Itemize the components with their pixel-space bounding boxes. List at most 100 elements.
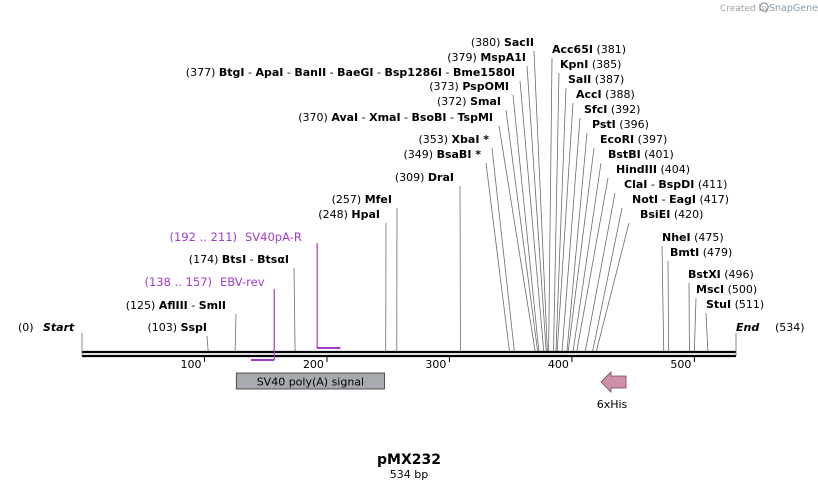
site-label[interactable]: (257) MfeI [332, 193, 392, 206]
primer-sv40pa-r[interactable]: (192 .. 211) SV40pA-R [170, 230, 341, 349]
site-label[interactable]: (125) AflIII - SmlI [126, 299, 226, 312]
tick-label: 500 [670, 358, 691, 371]
site-btsi[interactable]: (174) BtsI - BtsαI [189, 253, 296, 352]
site-position: (401) [644, 148, 674, 161]
primers: (138 .. 157) EBV-rev (192 .. 211) SV40pA-R [145, 230, 341, 361]
enzyme-name: Bme1580I [453, 66, 515, 79]
site-nhei[interactable]: NheI (475) [661, 231, 724, 352]
site-position: (370) [298, 111, 328, 124]
site-label[interactable]: MscI (500) [696, 283, 757, 296]
tick-300: 300 [425, 356, 450, 371]
site-label[interactable]: Acc65I (381) [552, 43, 626, 56]
site-label[interactable]: EcoRI (397) [600, 133, 667, 146]
site-label[interactable]: (370) AvaI - XmaI - BsoBI - TspMI [298, 111, 493, 124]
site-mspa1i[interactable]: (379) MspA1I [447, 51, 547, 352]
feature-6xhis[interactable]: 6xHis [597, 371, 628, 411]
axis-ticks: 100 200 300 400 500 [180, 356, 695, 371]
site-label[interactable]: (373) PspOMI [429, 80, 509, 93]
features: SV40 poly(A) signal 6xHis [235, 371, 628, 411]
site-position: (388) [605, 88, 635, 101]
site-sali[interactable]: SalI (387) [555, 73, 624, 352]
site-separator: - [447, 111, 458, 124]
site-line [548, 57, 553, 352]
site-smai[interactable]: (372) SmaI [437, 95, 538, 352]
site-label[interactable]: BmtI (479) [670, 246, 732, 259]
site-label[interactable]: (372) SmaI [437, 95, 501, 108]
site-label[interactable]: SfcI (392) [584, 103, 640, 116]
site-label[interactable]: SalI (387) [568, 73, 624, 86]
enzyme-name: Bsp1286I [385, 66, 443, 79]
site-bmti[interactable]: BmtI (479) [667, 246, 732, 352]
enzyme-name: PstI [592, 118, 616, 131]
enzyme-name: SacII [504, 36, 534, 49]
site-label[interactable]: (174) BtsI - BtsαI [189, 253, 289, 266]
enzyme-name: SalI [568, 73, 591, 86]
primer-range: (138 .. 157) [145, 275, 213, 289]
site-label[interactable]: NheI (475) [662, 231, 724, 244]
tick-400: 400 [548, 356, 573, 371]
site-label[interactable]: (353) XbaI * [418, 133, 489, 146]
start-position: (0) [18, 321, 34, 334]
plasmid-title: pMX232 534 bp [377, 452, 441, 481]
site-label[interactable]: (248) HpaI [318, 208, 380, 221]
site-label[interactable]: BstBI (401) [608, 148, 674, 161]
feature-label: SV40 poly(A) signal [257, 376, 364, 389]
site-label[interactable]: ClaI - BspDI (411) [624, 178, 727, 191]
site-label[interactable]: BsiEI (420) [640, 208, 703, 221]
feature-sv40-polya-signal[interactable]: SV40 poly(A) signal [235, 372, 385, 390]
site-label[interactable]: NotI - EagI (417) [632, 193, 729, 206]
enzyme-name: BspDI [658, 178, 694, 191]
site-position: (479) [703, 246, 733, 259]
site-avai[interactable]: (370) AvaI - XmaI - BsoBI - TspMI [298, 111, 536, 352]
enzyme-name: SmlI [199, 299, 226, 312]
site-mfei[interactable]: (257) MfeI [332, 193, 398, 352]
site-msci[interactable]: MscI (500) [693, 283, 757, 352]
site-noti[interactable]: NotI - EagI (417) [592, 193, 729, 352]
site-label[interactable]: BstXI (496) [688, 268, 754, 281]
site-position: (248) [318, 208, 348, 221]
site-label[interactable]: (377) BtgI - ApaI - BanII - BaeGI - Bsp1… [186, 66, 515, 79]
site-line [485, 162, 510, 352]
site-label[interactable]: HindIII (404) [616, 163, 690, 176]
site-ecori[interactable]: EcoRI (397) [567, 133, 667, 352]
site-bsiei[interactable]: BsiEI (420) [595, 208, 703, 352]
site-separator: - [245, 66, 256, 79]
site-label[interactable]: KpnI (385) [560, 58, 621, 71]
site-sfci[interactable]: SfcI (392) [561, 103, 640, 352]
site-drai[interactable]: (309) DraI [395, 171, 461, 352]
site-label[interactable]: PstI (396) [592, 118, 649, 131]
site-stui[interactable]: StuI (511) [705, 298, 764, 352]
site-clai[interactable]: ClaI - BspDI (411) [584, 178, 727, 352]
site-afliii[interactable]: (125) AflIII - SmlI [126, 299, 237, 352]
site-bsabi[interactable]: (349) BsaBI * [403, 148, 510, 352]
site-acci[interactable]: AccI (388) [556, 88, 635, 352]
site-hindiii[interactable]: HindIII (404) [576, 163, 690, 352]
site-pspomi[interactable]: (373) PspOMI [429, 80, 540, 352]
tick-label: 400 [548, 358, 569, 371]
feature-arrow-icon [600, 371, 627, 393]
site-line [584, 192, 616, 352]
site-bstbi[interactable]: BstBI (401) [572, 148, 674, 352]
site-btgi[interactable]: (377) BtgI - ApaI - BanII - BaeGI - Bsp1… [186, 66, 545, 352]
tick-label: 300 [425, 358, 446, 371]
site-acc65i[interactable]: Acc65I (381) [548, 43, 626, 352]
site-kpni[interactable]: KpnI (385) [553, 58, 622, 352]
site-xbai[interactable]: (353) XbaI * [418, 133, 515, 352]
site-label[interactable]: (103) SspI [147, 321, 207, 334]
site-label[interactable]: (379) MspA1I [447, 51, 526, 64]
site-separator: - [374, 66, 385, 79]
site-hpai[interactable]: (248) HpaI [318, 208, 387, 352]
created-by-text: Created by [720, 4, 770, 14]
site-label[interactable]: (380) SacII [471, 36, 534, 49]
site-label[interactable]: AccI (388) [576, 88, 635, 101]
site-position: (387) [595, 73, 625, 86]
site-sspi[interactable]: (103) SspI [147, 321, 209, 352]
tick-label: 100 [180, 358, 201, 371]
site-label[interactable]: (309) DraI [395, 171, 454, 184]
primer-ebv-rev[interactable]: (138 .. 157) EBV-rev [145, 275, 275, 361]
site-label[interactable]: (349) BsaBI * [403, 148, 481, 161]
site-bstxi[interactable]: BstXI (496) [688, 268, 754, 352]
site-label[interactable]: StuI (511) [706, 298, 764, 311]
site-sacii[interactable]: (380) SacII [471, 36, 548, 352]
site-psti[interactable]: PstI (396) [566, 118, 649, 352]
